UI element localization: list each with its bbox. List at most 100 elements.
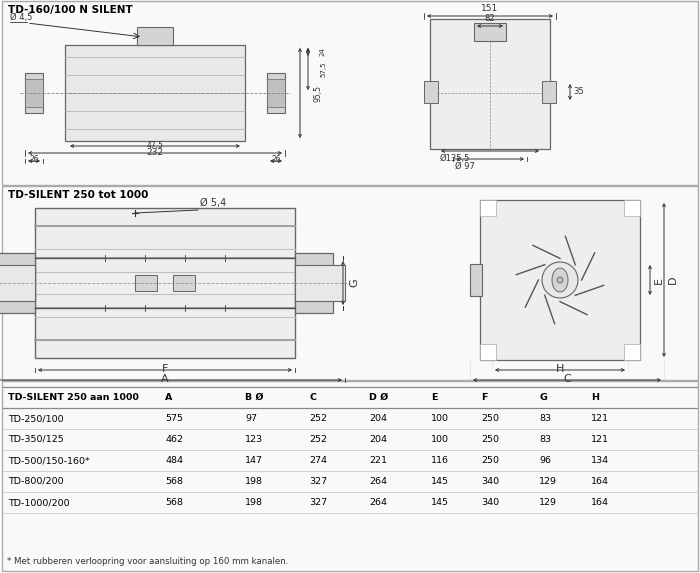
Text: 252: 252 bbox=[309, 435, 327, 444]
Text: 274: 274 bbox=[309, 456, 327, 465]
Text: 264: 264 bbox=[369, 477, 387, 486]
Text: 164: 164 bbox=[591, 477, 609, 486]
Text: 252: 252 bbox=[309, 414, 327, 423]
Text: 204: 204 bbox=[369, 414, 387, 423]
Text: 462: 462 bbox=[165, 435, 183, 444]
Text: 35: 35 bbox=[573, 88, 584, 96]
Circle shape bbox=[502, 222, 618, 338]
Text: 24: 24 bbox=[320, 48, 326, 56]
Text: Ø135,5: Ø135,5 bbox=[440, 154, 470, 163]
Text: 57,5: 57,5 bbox=[320, 61, 326, 77]
Bar bbox=[0, 265, 35, 301]
Text: 129: 129 bbox=[539, 477, 557, 486]
Text: 47,5: 47,5 bbox=[146, 141, 164, 150]
Text: 145: 145 bbox=[431, 477, 449, 486]
Text: TD-SILENT 250 aan 1000: TD-SILENT 250 aan 1000 bbox=[8, 393, 139, 402]
Bar bbox=[173, 275, 195, 291]
Text: 340: 340 bbox=[481, 477, 499, 486]
Text: 129: 129 bbox=[539, 498, 557, 507]
Bar bbox=[295, 253, 333, 313]
Bar bbox=[267, 73, 285, 113]
Text: TD-160/100 N SILENT: TD-160/100 N SILENT bbox=[8, 5, 133, 15]
Text: 123: 123 bbox=[245, 435, 263, 444]
Text: 121: 121 bbox=[591, 414, 609, 423]
Bar bbox=[267, 79, 285, 107]
Text: Ø 97: Ø 97 bbox=[455, 162, 475, 171]
Text: 26: 26 bbox=[29, 155, 38, 164]
Text: 82: 82 bbox=[484, 14, 496, 23]
Circle shape bbox=[557, 277, 563, 283]
Bar bbox=[135, 275, 157, 291]
Text: 145: 145 bbox=[431, 498, 449, 507]
Text: 83: 83 bbox=[539, 435, 551, 444]
Polygon shape bbox=[245, 45, 267, 141]
Bar bbox=[35, 208, 295, 358]
Text: E: E bbox=[431, 393, 438, 402]
Text: TD-500/150-160*: TD-500/150-160* bbox=[8, 456, 90, 465]
Text: 568: 568 bbox=[165, 498, 183, 507]
Text: 100: 100 bbox=[431, 414, 449, 423]
Text: 484: 484 bbox=[165, 456, 183, 465]
Text: * Met rubberen verloopring voor aansluiting op 160 mm kanalen.: * Met rubberen verloopring voor aansluit… bbox=[7, 556, 288, 566]
Bar bbox=[2, 186, 698, 380]
Bar bbox=[624, 200, 640, 216]
Circle shape bbox=[542, 262, 578, 298]
Bar bbox=[624, 344, 640, 360]
Text: 198: 198 bbox=[245, 477, 263, 486]
Text: G: G bbox=[539, 393, 547, 402]
Bar bbox=[137, 27, 173, 45]
Text: B Ø: B Ø bbox=[245, 393, 263, 402]
Circle shape bbox=[438, 41, 542, 145]
Bar bbox=[470, 264, 482, 296]
Bar bbox=[424, 81, 438, 103]
Text: C: C bbox=[309, 393, 316, 402]
Text: TD-SILENT 250 tot 1000: TD-SILENT 250 tot 1000 bbox=[8, 190, 148, 200]
Text: 100: 100 bbox=[431, 435, 449, 444]
Text: 204: 204 bbox=[369, 435, 387, 444]
Bar bbox=[65, 45, 245, 141]
Text: H: H bbox=[591, 393, 599, 402]
Text: 95,5: 95,5 bbox=[314, 84, 323, 101]
Text: 147: 147 bbox=[245, 456, 263, 465]
Text: H: H bbox=[556, 364, 564, 374]
Text: 250: 250 bbox=[481, 456, 499, 465]
Ellipse shape bbox=[552, 268, 568, 292]
Text: 26: 26 bbox=[271, 155, 281, 164]
Bar bbox=[295, 265, 345, 301]
Circle shape bbox=[453, 56, 527, 130]
Circle shape bbox=[466, 270, 486, 290]
Text: 575: 575 bbox=[165, 414, 183, 423]
Text: 264: 264 bbox=[369, 498, 387, 507]
Bar bbox=[0, 253, 35, 313]
Text: TD-800/200: TD-800/200 bbox=[8, 477, 64, 486]
Circle shape bbox=[486, 89, 494, 97]
Text: A: A bbox=[161, 374, 169, 384]
Text: TD-250/100: TD-250/100 bbox=[8, 414, 64, 423]
Text: D: D bbox=[668, 276, 678, 284]
Text: 221: 221 bbox=[369, 456, 387, 465]
Bar bbox=[25, 73, 43, 113]
Text: 250: 250 bbox=[481, 435, 499, 444]
Bar bbox=[25, 79, 43, 107]
Text: 83: 83 bbox=[539, 414, 551, 423]
Bar bbox=[2, 381, 698, 571]
Bar bbox=[430, 19, 550, 149]
Text: D Ø: D Ø bbox=[369, 393, 389, 402]
Text: E: E bbox=[654, 277, 664, 284]
Text: 116: 116 bbox=[431, 456, 449, 465]
Text: 164: 164 bbox=[591, 498, 609, 507]
Text: 151: 151 bbox=[482, 4, 498, 13]
Text: 96: 96 bbox=[539, 456, 551, 465]
Circle shape bbox=[492, 212, 628, 348]
Text: 327: 327 bbox=[309, 498, 327, 507]
Text: 232: 232 bbox=[146, 148, 164, 157]
Text: Ø 4,5: Ø 4,5 bbox=[10, 13, 32, 22]
Bar bbox=[2, 1, 698, 185]
Text: TD-1000/200: TD-1000/200 bbox=[8, 498, 69, 507]
Bar bbox=[474, 23, 506, 41]
Text: F: F bbox=[481, 393, 487, 402]
Text: F: F bbox=[162, 364, 168, 374]
Bar bbox=[480, 200, 640, 360]
Polygon shape bbox=[43, 45, 65, 141]
Text: 568: 568 bbox=[165, 477, 183, 486]
